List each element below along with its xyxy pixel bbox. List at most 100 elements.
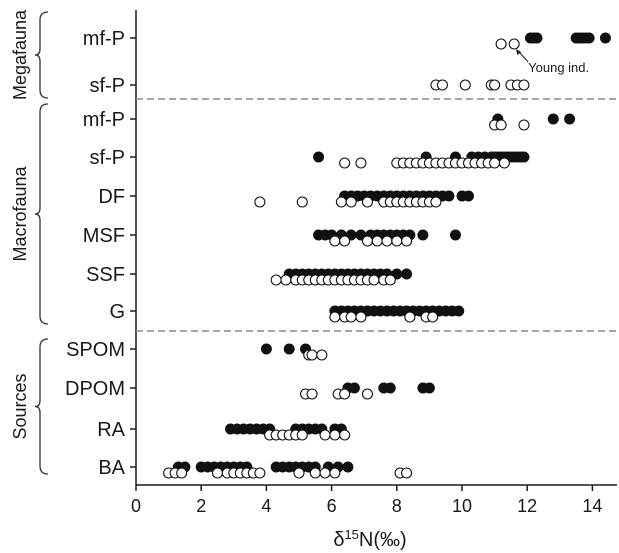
point-filled-sources-ba-19 bbox=[342, 461, 354, 473]
point-open-megafauna-mf-p-1 bbox=[508, 38, 520, 50]
category-label-sources-ra: RA bbox=[97, 419, 125, 441]
x-tick-label-12: 12 bbox=[517, 496, 537, 516]
point-filled-macrofauna-sf-p-0 bbox=[313, 151, 325, 163]
point-open-macrofauna-sf-p-17 bbox=[489, 157, 501, 169]
point-open-sources-ba-15 bbox=[401, 467, 413, 479]
point-open-macrofauna-g-6 bbox=[427, 311, 439, 323]
x-tick-label-4: 4 bbox=[261, 496, 271, 516]
point-open-macrofauna-msf-6 bbox=[401, 235, 413, 247]
point-open-sources-spom-2 bbox=[316, 349, 328, 361]
category-label-sources-spom: SPOM bbox=[66, 339, 125, 361]
x-axis-ticks: 0 2 4 6 8 10 12 14 bbox=[131, 485, 602, 516]
group-labels: Megafauna Macrofauna Sources bbox=[10, 9, 49, 475]
point-filled-macrofauna-g-19 bbox=[453, 305, 465, 317]
point-open-macrofauna-df-1 bbox=[296, 196, 308, 208]
point-open-sources-dpom-1 bbox=[306, 388, 318, 400]
x-tick-label-10: 10 bbox=[452, 496, 472, 516]
point-open-sources-ra-7 bbox=[329, 429, 341, 441]
plot-area bbox=[135, 10, 617, 486]
point-open-macrofauna-df-0 bbox=[254, 196, 266, 208]
point-filled-macrofauna-msf-13 bbox=[417, 229, 429, 241]
point-open-macrofauna-sf-p-0 bbox=[339, 157, 351, 169]
x-axis-label-rest: N(‰) bbox=[359, 529, 407, 551]
annotation-group: Young ind. bbox=[516, 49, 589, 75]
x-axis-label: δ15N(‰) bbox=[333, 527, 406, 552]
category-label-sources-dpom: DPOM bbox=[65, 378, 125, 400]
x-tick-label-2: 2 bbox=[196, 496, 206, 516]
point-open-macrofauna-df-13 bbox=[430, 196, 442, 208]
point-open-macrofauna-msf-5 bbox=[391, 235, 403, 247]
point-open-megafauna-sf-p-1 bbox=[436, 79, 448, 91]
point-filled-megafauna-mf-p-8 bbox=[599, 32, 611, 44]
category-labels: mf-P sf-P mf-P sf-P DF MSF SSF G SPOM DPOM RA BA bbox=[65, 28, 136, 479]
point-open-macrofauna-df-4 bbox=[361, 196, 374, 208]
annotation-arrow-head bbox=[516, 49, 522, 55]
point-filled-sources-spom-0 bbox=[260, 343, 272, 355]
point-open-macrofauna-ssf-1 bbox=[280, 274, 292, 286]
point-open-macrofauna-mf-p-1 bbox=[495, 119, 507, 131]
category-label-megafauna-sf-p: sf-P bbox=[89, 75, 125, 97]
point-open-macrofauna-sf-p-1 bbox=[355, 157, 367, 169]
point-filled-macrofauna-df-18 bbox=[463, 190, 475, 202]
point-open-macrofauna-msf-2 bbox=[361, 235, 374, 247]
x-tick-label-14: 14 bbox=[582, 496, 602, 516]
point-filled-sources-dpom-1 bbox=[348, 382, 360, 394]
point-open-macrofauna-ssf-14 bbox=[368, 274, 380, 286]
point-open-macrofauna-g-2 bbox=[345, 311, 357, 323]
point-filled-macrofauna-mf-p-2 bbox=[564, 113, 576, 125]
point-open-megafauna-sf-p-2 bbox=[459, 79, 471, 91]
point-open-macrofauna-ssf-16 bbox=[384, 274, 396, 286]
group-brace-macrofauna bbox=[34, 103, 49, 325]
point-filled-macrofauna-msf-14 bbox=[449, 229, 461, 241]
point-open-macrofauna-msf-0 bbox=[329, 235, 341, 247]
point-open-sources-ra-5 bbox=[296, 429, 308, 441]
x-axis-label-superscript: 15 bbox=[344, 527, 358, 542]
point-open-sources-ra-8 bbox=[339, 429, 351, 441]
point-filled-macrofauna-sf-p-16 bbox=[518, 151, 530, 163]
point-open-macrofauna-sf-p-18 bbox=[498, 157, 510, 169]
point-filled-macrofauna-mf-p-1 bbox=[547, 113, 559, 125]
point-filled-megafauna-mf-p-7 bbox=[583, 32, 595, 44]
point-open-sources-ba-13 bbox=[329, 467, 341, 479]
point-open-sources-ba-11 bbox=[309, 467, 321, 479]
point-open-macrofauna-g-4 bbox=[404, 311, 416, 323]
point-open-sources-ba-12 bbox=[319, 467, 331, 479]
category-label-macrofauna-g: G bbox=[109, 301, 125, 323]
category-label-macrofauna-mf-p: mf-P bbox=[83, 109, 125, 131]
point-open-megafauna-sf-p-4 bbox=[489, 79, 501, 91]
point-open-sources-ra-6 bbox=[319, 429, 331, 441]
x-tick-label-6: 6 bbox=[327, 496, 337, 516]
point-open-megafauna-sf-p-7 bbox=[518, 79, 530, 91]
point-open-sources-ba-9 bbox=[254, 467, 266, 479]
point-filled-sources-dpom-3 bbox=[384, 382, 396, 394]
point-open-macrofauna-msf-4 bbox=[381, 235, 393, 247]
point-open-sources-spom-1 bbox=[306, 349, 318, 361]
point-open-sources-ba-10 bbox=[293, 467, 305, 479]
group-label-macrofauna: Macrofauna bbox=[10, 165, 30, 261]
point-open-sources-dpom-4 bbox=[361, 388, 374, 400]
point-filled-macrofauna-ssf-17 bbox=[401, 268, 413, 280]
point-open-macrofauna-mf-p-2 bbox=[518, 119, 530, 131]
point-open-macrofauna-df-3 bbox=[345, 196, 357, 208]
point-open-sources-ba-3 bbox=[211, 467, 224, 479]
category-label-macrofauna-sf-p: sf-P bbox=[89, 147, 125, 169]
point-open-macrofauna-msf-1 bbox=[339, 235, 351, 247]
category-label-sources-ba: BA bbox=[98, 457, 125, 479]
group-brace-sources bbox=[34, 338, 49, 475]
point-open-macrofauna-g-3 bbox=[355, 311, 367, 323]
x-tick-label-8: 8 bbox=[392, 496, 402, 516]
point-open-megafauna-mf-p-0 bbox=[495, 38, 507, 50]
point-open-sources-ba-2 bbox=[176, 467, 188, 479]
annotation-young-ind: Young ind. bbox=[528, 60, 589, 75]
group-brace-megafauna bbox=[34, 11, 49, 99]
category-label-macrofauna-msf: MSF bbox=[83, 225, 125, 247]
data-points bbox=[163, 32, 611, 479]
point-open-sources-dpom-3 bbox=[339, 388, 351, 400]
point-open-macrofauna-ssf-0 bbox=[270, 274, 282, 286]
group-label-megafauna: Megafauna bbox=[10, 9, 30, 100]
point-open-macrofauna-msf-3 bbox=[371, 235, 383, 247]
x-tick-label-0: 0 bbox=[131, 496, 141, 516]
point-filled-sources-spom-1 bbox=[283, 343, 295, 355]
category-label-macrofauna-ssf: SSF bbox=[86, 264, 125, 286]
